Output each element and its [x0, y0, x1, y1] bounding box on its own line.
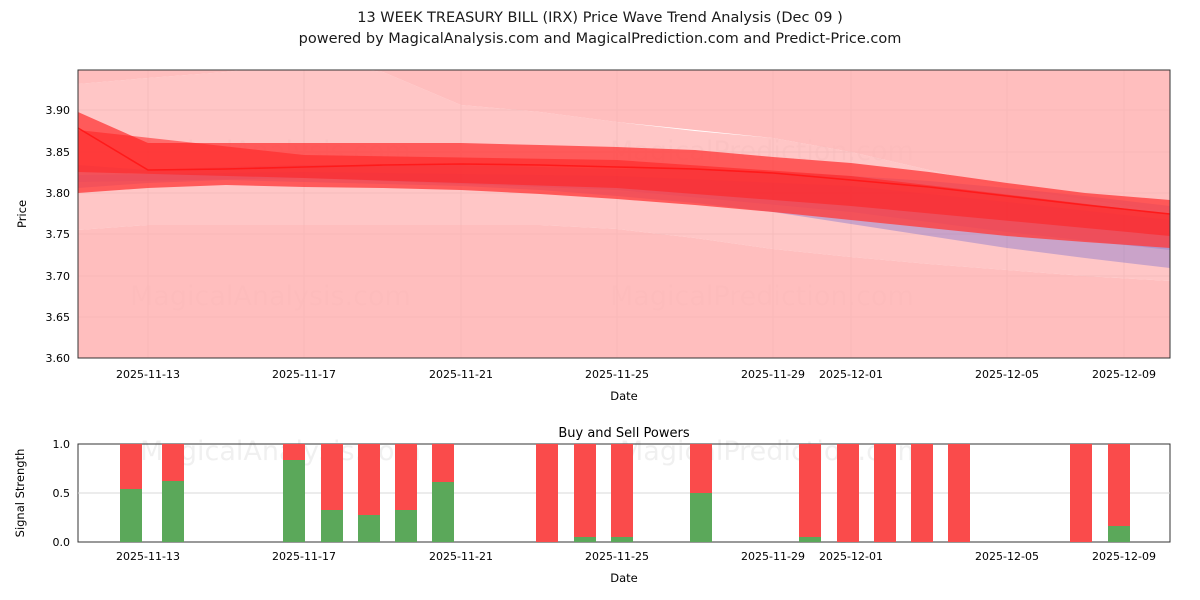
buy-power-bar — [321, 510, 343, 542]
x-axis-top: 2025-11-13 2025-11-17 2025-11-21 2025-11… — [116, 368, 1156, 403]
sell-power-bar — [395, 444, 417, 510]
y-tick-label: 3.65 — [46, 311, 71, 324]
buy-power-bar — [799, 537, 821, 542]
y-axis-title-bottom: Signal Strength — [13, 449, 27, 538]
buy-power-bar — [395, 510, 417, 542]
y-tick-label: 0.5 — [53, 487, 71, 500]
y-tick-label: 1.0 — [53, 438, 71, 451]
plot-frame-top — [77, 69, 1171, 359]
x-tick-label: 2025-12-05 — [975, 550, 1039, 563]
x-tick-label: 2025-12-01 — [819, 550, 883, 563]
y-tick-label: 3.80 — [46, 187, 71, 200]
x-tick-label: 2025-11-29 — [741, 550, 805, 563]
buy-power-bar — [611, 537, 633, 542]
sell-power-bar — [162, 444, 184, 481]
x-axis-bottom: 2025-11-13 2025-11-17 2025-11-21 2025-11… — [116, 550, 1156, 585]
x-tick-label: 2025-11-25 — [585, 368, 649, 381]
outer-lower-band — [78, 225, 1170, 358]
buy-sell-title: Buy and Sell Powers — [558, 426, 689, 441]
sell-power-bar — [799, 444, 821, 537]
x-axis-title-top: Date — [610, 389, 638, 403]
y-tick-label: 3.90 — [46, 104, 71, 117]
buy-power-bar — [283, 460, 305, 542]
y-tick-label: 3.75 — [46, 228, 71, 241]
x-tick-label: 2025-12-05 — [975, 368, 1039, 381]
x-tick-label: 2025-11-21 — [429, 368, 493, 381]
sell-power-bar — [358, 444, 380, 515]
x-tick-label: 2025-11-21 — [429, 550, 493, 563]
sell-power-bar — [432, 444, 454, 482]
sell-power-bar — [120, 444, 142, 489]
bar-group — [120, 444, 1130, 542]
y-axis-top: 3.60 3.65 3.70 3.75 3.80 3.85 3.90 Price — [15, 104, 70, 365]
x-tick-label: 2025-11-13 — [116, 368, 180, 381]
sell-power-bar — [574, 444, 596, 537]
x-tick-label: 2025-11-17 — [272, 550, 336, 563]
buy-power-bar — [574, 537, 596, 542]
x-tick-label: 2025-12-09 — [1092, 368, 1156, 381]
buy-sell-powers-chart: Buy and Sell Powers MagicalAnalysis.com … — [13, 426, 1171, 585]
y-axis-title-top: Price — [15, 200, 29, 228]
buy-power-bar — [432, 482, 454, 542]
sell-power-bar — [321, 444, 343, 510]
mid-red-band-inner — [78, 130, 1170, 236]
y-tick-label: 3.70 — [46, 270, 71, 283]
sell-power-bar — [837, 444, 859, 542]
sell-power-bar — [948, 444, 970, 542]
y-tick-label: 3.85 — [46, 146, 71, 159]
x-tick-label: 2025-12-09 — [1092, 550, 1156, 563]
sell-power-bar — [611, 444, 633, 537]
page-subtitle: powered by MagicalAnalysis.com and Magic… — [298, 31, 902, 47]
sell-power-bar — [911, 444, 933, 542]
y-tick-label: 3.60 — [46, 352, 71, 365]
x-axis-title-bottom: Date — [610, 571, 638, 585]
sell-power-bar — [1070, 444, 1092, 542]
wave-bands — [78, 70, 1170, 358]
x-tick-label: 2025-11-17 — [272, 368, 336, 381]
sell-power-bar — [536, 444, 558, 542]
x-tick-label: 2025-11-13 — [116, 550, 180, 563]
buy-power-bar — [690, 493, 712, 542]
sell-power-bar — [690, 444, 712, 493]
y-axis-bottom: 0.0 0.5 1.0 Signal Strength — [13, 438, 70, 549]
watermark-group-bottom: MagicalAnalysis.com MagicalPrediction.co… — [140, 436, 924, 467]
center-trend-line — [78, 127, 1170, 215]
outer-upper-band — [78, 70, 1170, 212]
y-tick-label: 0.0 — [53, 536, 71, 549]
buy-power-bar — [162, 481, 184, 542]
x-tick-label: 2025-12-01 — [819, 368, 883, 381]
price-wave-chart: MagicalAnalysis.com MagicalPrediction.co… — [15, 69, 1171, 403]
buy-power-bar — [1108, 526, 1130, 542]
sell-power-bar — [874, 444, 896, 542]
sell-power-bar — [1108, 444, 1130, 526]
sell-power-bar — [283, 444, 305, 460]
page-title: 13 WEEK TREASURY BILL (IRX) Price Wave T… — [357, 10, 843, 26]
watermark-text: MagicalPrediction.com — [620, 436, 924, 467]
buy-power-bar — [358, 515, 380, 542]
buy-power-bar — [120, 489, 142, 542]
x-tick-label: 2025-11-25 — [585, 550, 649, 563]
title-block: 13 WEEK TREASURY BILL (IRX) Price Wave T… — [0, 8, 1200, 50]
x-tick-label: 2025-11-29 — [741, 368, 805, 381]
